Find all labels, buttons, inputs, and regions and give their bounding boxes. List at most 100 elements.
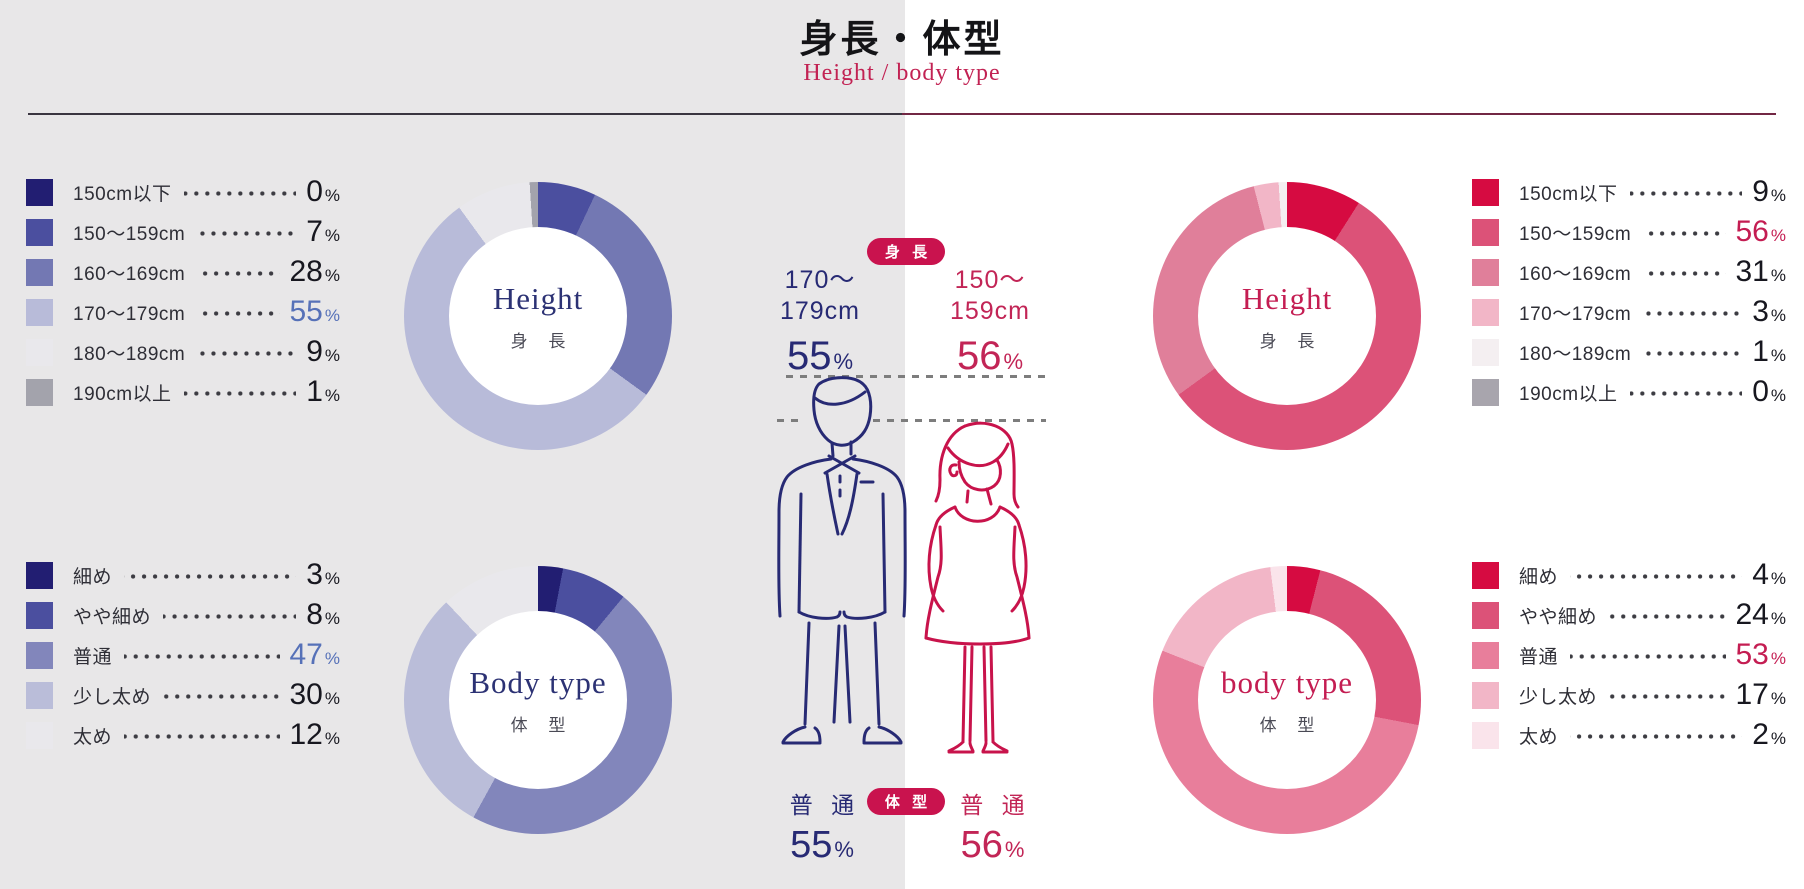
legend-row: 普通 53% xyxy=(1472,635,1786,675)
leader-dots xyxy=(1609,613,1726,619)
legend-value: 7% xyxy=(306,215,340,248)
legend-value: 24% xyxy=(1735,598,1787,631)
leader-dots xyxy=(1643,270,1726,276)
woman-face xyxy=(957,458,1002,492)
man-jacket-hem xyxy=(797,610,887,620)
woman-neckline xyxy=(953,505,1002,523)
page-title: 身長・体型 xyxy=(799,19,1005,61)
legend-row: 190cm以上 0% xyxy=(1472,372,1786,412)
man-neck xyxy=(830,440,853,458)
woman-shoulder-right xyxy=(998,505,1021,527)
leader-dots xyxy=(1609,693,1726,699)
legend-swatch xyxy=(1472,258,1499,286)
woman-dress-hem xyxy=(924,636,1031,646)
legend-value: 12% xyxy=(289,718,341,751)
donut-center: Body type 体 型 xyxy=(449,611,627,789)
legend-row: 170〜179cm 55% xyxy=(26,292,340,332)
donut-center: body type 体 型 xyxy=(1198,611,1376,789)
legend-value: 3% xyxy=(1752,295,1786,328)
man-figure-illustration xyxy=(777,376,907,745)
male-height-dashed-line xyxy=(786,375,1046,378)
height-badge: 身 長 xyxy=(867,238,945,265)
leader-dots xyxy=(1570,653,1726,659)
legend-female-body: 細め 4% やや細め 24% 普通 53% 少し太め 17% 太め 2% xyxy=(1472,555,1786,755)
legend-swatch xyxy=(26,641,53,669)
man-hair xyxy=(813,390,867,406)
leader-dots xyxy=(163,613,297,619)
legend-value: 0% xyxy=(1752,375,1786,408)
legend-row: 180〜189cm 9% xyxy=(26,332,340,372)
donut-female-height: Height 身 長 xyxy=(1153,182,1421,450)
leader-dots xyxy=(183,390,297,396)
leader-dots xyxy=(124,573,297,579)
donut-female-body: body type 体 型 xyxy=(1153,566,1421,834)
legend-row: 170〜179cm 3% xyxy=(1472,292,1786,332)
legend-value: 17% xyxy=(1735,678,1787,711)
legend-swatch xyxy=(1472,721,1499,749)
donut-center: Height 身 長 xyxy=(449,227,627,405)
legend-row: 160〜169cm 31% xyxy=(1472,252,1786,292)
donut-male-body: Body type 体 型 xyxy=(404,566,672,834)
woman-hair-left xyxy=(934,424,967,503)
female-height-stat: 150〜 159cm 56% xyxy=(949,266,1031,378)
legend-swatch xyxy=(26,258,53,286)
leader-dots xyxy=(197,230,297,236)
legend-value: 30% xyxy=(289,678,341,711)
leader-dots xyxy=(1629,390,1743,396)
legend-row: やや細め 24% xyxy=(1472,595,1786,635)
woman-ear xyxy=(948,463,959,478)
man-shoe-right xyxy=(862,725,903,745)
man-trouser-right xyxy=(843,621,881,726)
female-body-stat: 普 通 56% xyxy=(960,792,1031,866)
man-head xyxy=(812,376,873,447)
legend-value: 9% xyxy=(1752,175,1786,208)
legend-row: 150〜159cm 56% xyxy=(1472,212,1786,252)
donut-male-height: Height 身 長 xyxy=(404,182,672,450)
leader-dots xyxy=(1643,310,1743,316)
legend-row: 150cm以下 9% xyxy=(1472,172,1786,212)
legend-value: 31% xyxy=(1735,255,1787,288)
legend-row: 細め 3% xyxy=(26,555,340,595)
woman-arm-left xyxy=(927,523,945,613)
man-shoulder-left xyxy=(777,457,833,618)
legend-male-body: 細め 3% やや細め 8% 普通 47% 少し太め 30% 太め 12% xyxy=(26,555,340,755)
legend-row: 150cm以下 0% xyxy=(26,172,340,212)
leader-dots xyxy=(163,693,280,699)
legend-swatch xyxy=(1472,561,1499,589)
legend-value: 8% xyxy=(306,598,340,631)
legend-swatch xyxy=(26,298,53,326)
legend-row: 190cm以上 1% xyxy=(26,372,340,412)
legend-row: 細め 4% xyxy=(1472,555,1786,595)
woman-arm-right xyxy=(1010,523,1028,613)
bodytype-badge: 体 型 xyxy=(867,788,945,815)
leader-dots xyxy=(1570,573,1743,579)
woman-dress-left xyxy=(924,525,943,640)
legend-row: 普通 47% xyxy=(26,635,340,675)
donut-center: Height 身 長 xyxy=(1198,227,1376,405)
leader-dots xyxy=(124,653,280,659)
female-height-dashed-line-left xyxy=(777,419,801,422)
legend-value: 2% xyxy=(1752,718,1786,751)
legend-male-height: 150cm以下 0% 150〜159cm 7% 160〜169cm 28% 170〜1… xyxy=(26,172,340,412)
legend-swatch xyxy=(1472,338,1499,366)
man-shoe-left xyxy=(781,725,822,745)
legend-swatch xyxy=(1472,601,1499,629)
woman-shoe-right xyxy=(981,740,1009,754)
legend-swatch xyxy=(1472,378,1499,406)
legend-row: 少し太め 17% xyxy=(1472,675,1786,715)
legend-value: 3% xyxy=(306,558,340,591)
woman-leg-right xyxy=(982,645,995,743)
legend-value: 0% xyxy=(306,175,340,208)
man-inner-arm-right xyxy=(881,492,887,614)
legend-value-highlight: 55% xyxy=(289,295,341,328)
woman-shoulder-left xyxy=(934,505,957,527)
legend-swatch xyxy=(1472,218,1499,246)
legend-row: 160〜169cm 28% xyxy=(26,252,340,292)
female-height-dashed-line-right xyxy=(873,419,1046,422)
legend-row: 少し太め 30% xyxy=(26,675,340,715)
leader-dots xyxy=(1643,350,1743,356)
legend-row: やや細め 8% xyxy=(26,595,340,635)
man-inner-arm-left xyxy=(797,492,803,614)
leader-dots xyxy=(1629,190,1743,196)
